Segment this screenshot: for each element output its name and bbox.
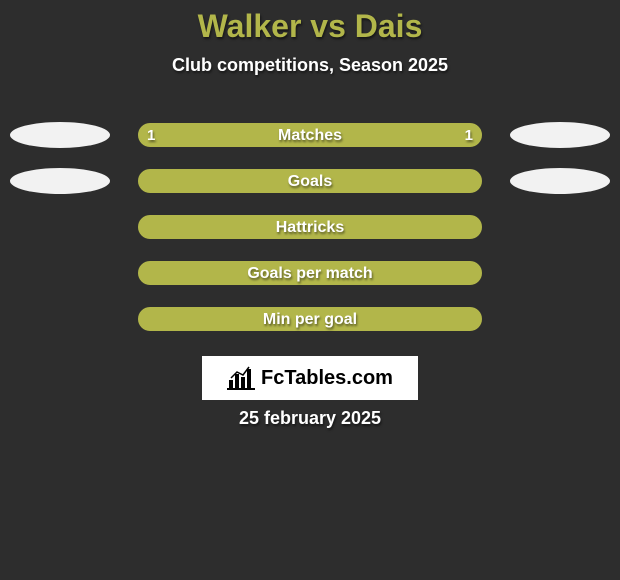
right-ellipse — [510, 168, 610, 194]
bar-chart-icon — [227, 366, 255, 390]
stat-label: Goals per match — [139, 262, 481, 286]
brand-text: FcTables.com — [261, 367, 393, 390]
stat-bar: Goals per match — [138, 261, 482, 285]
stat-left-value: 1 — [147, 124, 155, 148]
right-ellipse — [510, 122, 610, 148]
stat-bar: Min per goal — [138, 307, 482, 331]
stat-bar: Hattricks — [138, 215, 482, 239]
stat-row: Hattricks — [0, 212, 620, 242]
stat-row: Matches 1 1 — [0, 120, 620, 150]
stat-label: Hattricks — [139, 216, 481, 240]
page-subtitle: Club competitions, Season 2025 — [0, 55, 620, 76]
stat-label: Matches — [139, 124, 481, 148]
stat-row: Goals per match — [0, 258, 620, 288]
stat-bar: Goals — [138, 169, 482, 193]
stat-right-value: 1 — [465, 124, 473, 148]
stat-bar: Matches 1 1 — [138, 123, 482, 147]
page-title: Walker vs Dais — [0, 0, 620, 45]
comparison-infographic: Walker vs Dais Club competitions, Season… — [0, 0, 620, 580]
stat-label: Goals — [139, 170, 481, 194]
stat-row: Goals — [0, 166, 620, 196]
brand-badge: FcTables.com — [202, 356, 418, 400]
left-ellipse — [10, 122, 110, 148]
date-label: 25 february 2025 — [0, 408, 620, 429]
stat-rows: Matches 1 1 Goals Hattricks — [0, 120, 620, 350]
stat-label: Min per goal — [139, 308, 481, 332]
stat-row: Min per goal — [0, 304, 620, 334]
left-ellipse — [10, 168, 110, 194]
